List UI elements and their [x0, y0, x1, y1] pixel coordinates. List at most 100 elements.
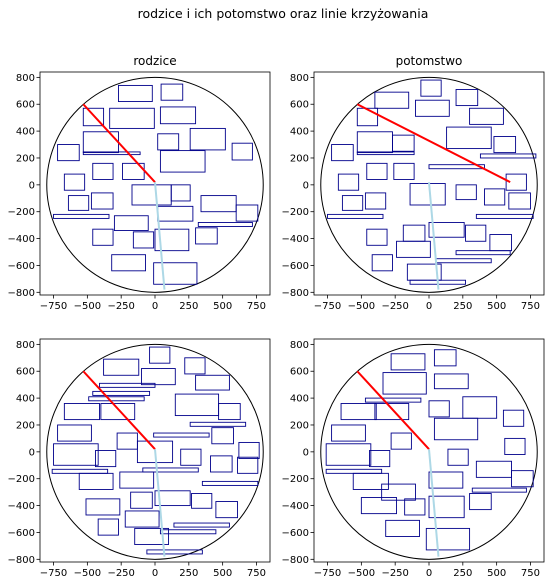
y-tick-label: −200 [8, 207, 35, 218]
rectangle [78, 472, 114, 490]
rectangle [88, 396, 145, 402]
rectangle [85, 498, 121, 516]
rectangle [191, 493, 213, 509]
x-tick-label: 750 [247, 301, 266, 312]
rectangle [393, 162, 415, 180]
y-tick-label: 600 [16, 100, 35, 111]
plot-area [320, 76, 538, 293]
rectangle [82, 131, 119, 154]
x-tick-label: 0 [152, 568, 158, 579]
y-tick-label: −800 [282, 555, 309, 566]
y-tick-label: 800 [16, 340, 35, 351]
x-tick-label: −750 [314, 568, 341, 579]
x-tick-label: 0 [152, 301, 158, 312]
crossover-line-blue [428, 182, 440, 290]
rectangle [92, 228, 114, 246]
rectangle [141, 368, 176, 386]
rectangle [475, 213, 534, 219]
rectangle [119, 471, 155, 489]
x-tick-label: 250 [179, 301, 198, 312]
y-tick-label: 800 [290, 73, 309, 84]
rectangle [132, 231, 155, 249]
rectangle [356, 131, 393, 154]
rectangle [352, 472, 389, 490]
y-tick-label: 400 [16, 127, 35, 138]
rectangle [446, 126, 492, 150]
rectangle [390, 432, 412, 450]
y-tick-label: 0 [29, 447, 35, 458]
rectangle [197, 222, 253, 227]
plot-area [46, 343, 264, 560]
subplot-title: potomstwo [396, 54, 463, 68]
y-tick-label: −200 [8, 474, 35, 485]
rectangle [57, 144, 80, 162]
rectangle [484, 188, 506, 206]
rectangle [371, 254, 393, 272]
x-tick-label: 500 [213, 568, 232, 579]
rectangle [340, 403, 377, 421]
x-tick-label: −250 [381, 301, 408, 312]
rectangle [157, 133, 180, 151]
rectangle [341, 195, 364, 211]
rectangle [396, 240, 431, 258]
rectangle [489, 234, 512, 252]
rectangle [92, 162, 114, 180]
rectangle [170, 184, 191, 202]
rectangle [118, 84, 153, 103]
y-tick-label: −200 [282, 207, 309, 218]
rectangle [385, 519, 420, 537]
rectangle [502, 409, 525, 427]
y-tick-label: −600 [8, 261, 35, 272]
y-tick-label: −400 [8, 234, 35, 245]
rectangle [51, 468, 109, 474]
crossover-line-red [356, 370, 430, 450]
rectangle [447, 448, 469, 466]
x-tick-label: −750 [40, 301, 67, 312]
boundary-circle [320, 76, 538, 293]
rectangle [157, 205, 194, 222]
rectangle [116, 432, 138, 450]
rectangle [425, 527, 471, 551]
x-tick-label: −250 [107, 301, 134, 312]
rectangle [153, 262, 198, 285]
rectangle [142, 467, 199, 473]
y-tick-label: 0 [303, 180, 309, 191]
rectangle [184, 357, 206, 375]
y-tick-label: 0 [303, 447, 309, 458]
y-tick-label: 400 [290, 127, 309, 138]
y-tick-label: −800 [8, 555, 35, 566]
rectangle [337, 173, 360, 191]
y-tick-label: 200 [16, 420, 35, 431]
crossover-line-blue [428, 449, 440, 557]
rectangle [331, 424, 366, 442]
crossover-line-blue [154, 449, 166, 557]
rectangle [369, 450, 391, 468]
rectangle [189, 421, 247, 427]
rectangle [364, 397, 422, 403]
rectangle [455, 89, 479, 107]
y-tick-label: 200 [16, 153, 35, 164]
rectangle [428, 222, 465, 238]
x-tick-label: 500 [487, 568, 506, 579]
rectangle [356, 151, 415, 156]
y-tick-label: −200 [282, 474, 309, 485]
y-tick-label: 600 [290, 100, 309, 111]
rectangle [325, 443, 372, 466]
subplot-bottom-right: −750 −500 −250 0 250 500 750 −800 −600 −400 −200 0 2… [282, 338, 545, 579]
rectangle [475, 460, 512, 478]
rectangle [201, 480, 259, 486]
rectangle [455, 184, 477, 201]
rectangle [237, 456, 259, 474]
rectangle [327, 213, 384, 219]
y-tick-label: 400 [16, 394, 35, 405]
rectangle [433, 373, 469, 390]
crossover-line-red [82, 370, 156, 450]
rectangle [364, 192, 387, 210]
rectangle [134, 527, 169, 545]
rectangle [149, 346, 171, 364]
rectangle [136, 440, 174, 464]
rectangle [131, 184, 172, 206]
rectangle [146, 549, 203, 555]
crossover-line-red [356, 103, 511, 184]
y-tick-label: −800 [8, 288, 35, 299]
